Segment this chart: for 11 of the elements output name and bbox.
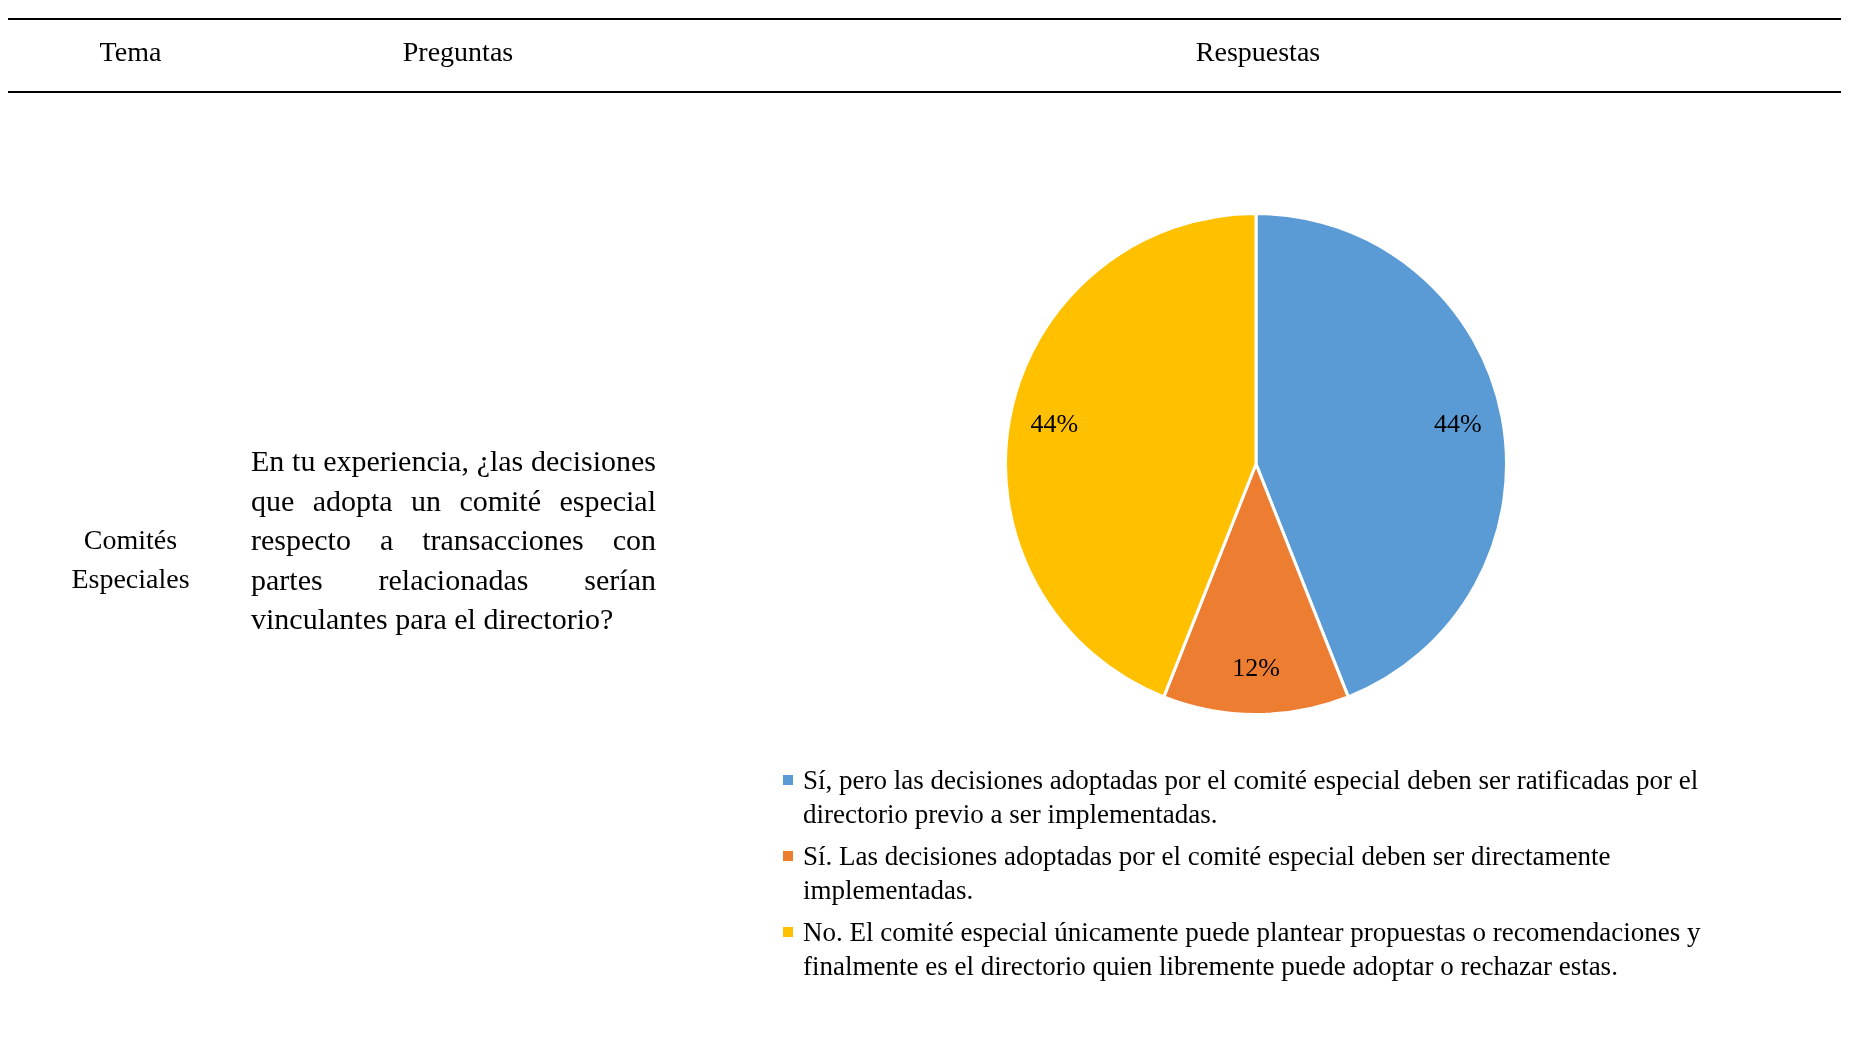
text: Comités Especiales <box>70 523 191 596</box>
legend-label: No. El comité especial únicamente puede plantear propuestas o recomendaciones y finalmente es el directorio quien libremente puede adoptar o rechazar estas. <box>803 916 1702 983</box>
data-label: 44% <box>1433 409 1482 439</box>
data-label: 44% <box>1030 409 1079 439</box>
legend-label: Sí. Las decisiones adoptadas por el comité especial deben ser directamente implementadas. <box>803 840 1612 907</box>
text: Tema <box>98 36 163 68</box>
data-label: 12% <box>1232 653 1280 683</box>
text: Respuestas <box>1194 36 1322 68</box>
text: Preguntas <box>401 36 515 68</box>
legend-label: Sí, pero las decisiones adoptadas por el comité especial deben ser ratificadas por el directorio previo a ser implementadas. <box>803 764 1700 831</box>
text: En tu experiencia, ¿las decisiones que adopta un comité especial respecto a transacciones con partes relacionadas serían vinculantes para el directorio? <box>251 443 656 637</box>
